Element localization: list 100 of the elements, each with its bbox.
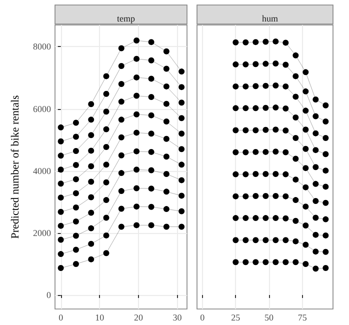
point (312, 214, 319, 221)
point (148, 204, 154, 210)
point (272, 148, 279, 155)
point (272, 38, 279, 44)
point (178, 130, 185, 137)
point (118, 116, 124, 123)
point (262, 215, 269, 222)
point (322, 168, 329, 174)
point (103, 108, 110, 115)
point (232, 171, 239, 178)
point (282, 62, 289, 68)
point (322, 265, 329, 272)
point (282, 237, 289, 244)
point (302, 242, 309, 248)
point (312, 266, 319, 272)
point (232, 39, 239, 46)
point (312, 164, 319, 170)
point (322, 151, 329, 158)
point (118, 224, 124, 230)
point (178, 84, 185, 90)
point (58, 138, 64, 144)
point (302, 260, 309, 267)
point (58, 180, 64, 187)
point (72, 218, 79, 224)
point (148, 57, 154, 64)
point (103, 232, 110, 238)
point (58, 222, 64, 229)
point (103, 73, 110, 80)
x-tick-label: 0 (200, 312, 206, 322)
point (103, 250, 110, 256)
point (148, 112, 154, 118)
point (292, 197, 299, 204)
point (262, 38, 269, 45)
point (252, 127, 259, 134)
point (262, 170, 269, 177)
point (322, 134, 329, 141)
x-tick-label: 75 (298, 312, 308, 322)
point (118, 80, 124, 87)
point (58, 265, 64, 272)
point (252, 148, 259, 155)
point (118, 188, 124, 194)
point (148, 130, 154, 137)
y-tick-label: 0 (46, 290, 52, 300)
point (242, 149, 249, 156)
point (88, 225, 94, 232)
point (262, 82, 269, 89)
point (302, 204, 309, 210)
point (148, 148, 154, 155)
y-tick-label: 2000 (33, 228, 52, 238)
point (163, 100, 170, 107)
point (58, 251, 64, 258)
point (272, 259, 279, 266)
point (272, 104, 279, 111)
point (322, 248, 329, 255)
point (302, 222, 309, 229)
point (118, 98, 124, 105)
point (178, 100, 185, 106)
point (302, 146, 309, 152)
point (103, 144, 110, 150)
point (262, 104, 269, 111)
point (103, 126, 110, 132)
point (302, 126, 309, 133)
point (312, 198, 319, 204)
point (322, 118, 329, 125)
point (252, 215, 259, 222)
point (88, 194, 94, 200)
chart-title: temp (117, 14, 136, 24)
point (103, 214, 110, 221)
point (88, 101, 94, 108)
point (103, 197, 110, 204)
point (72, 176, 79, 182)
point (252, 83, 259, 90)
point (292, 238, 299, 244)
point (312, 130, 319, 136)
point (282, 83, 289, 90)
point (292, 73, 299, 80)
point (148, 76, 154, 82)
point (322, 102, 329, 108)
point (134, 185, 140, 192)
point (148, 186, 154, 192)
point (322, 200, 329, 206)
point (272, 237, 279, 244)
point (232, 237, 239, 244)
point (292, 176, 299, 183)
point (58, 124, 64, 130)
point (282, 259, 289, 266)
point (58, 208, 64, 215)
point (312, 96, 319, 102)
point (262, 237, 269, 244)
point (118, 134, 124, 140)
point (232, 127, 239, 134)
point (134, 111, 140, 118)
chart-title: hum (262, 14, 278, 24)
point (103, 179, 110, 186)
point (242, 83, 249, 90)
point (242, 171, 249, 178)
point (242, 127, 249, 134)
point (232, 193, 239, 200)
point (272, 193, 279, 200)
point (252, 170, 259, 177)
